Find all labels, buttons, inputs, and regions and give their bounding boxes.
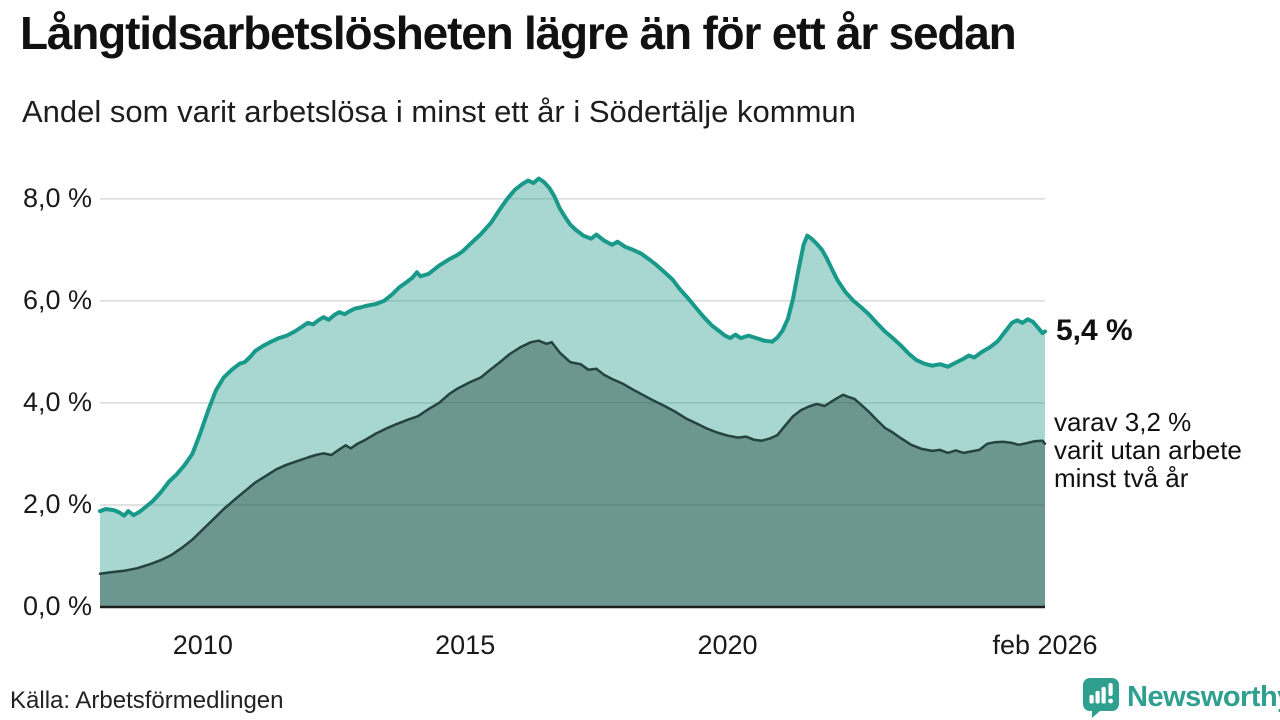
y-tick-label: 4,0 % bbox=[22, 386, 92, 417]
page-title: Långtidsarbetslösheten lägre än för ett … bbox=[20, 7, 1017, 59]
y-tick-label: 2,0 % bbox=[22, 488, 92, 519]
annotation-line: varit utan arbete bbox=[1054, 435, 1242, 465]
y-tick-label: 0,0 % bbox=[22, 591, 92, 621]
chart-subtitle: Andel som varit arbetslösa i minst ett å… bbox=[22, 94, 856, 129]
x-tick-label: 2020 bbox=[697, 630, 758, 660]
newsworthy-logo: Newsworthy bbox=[1082, 677, 1280, 718]
x-tick-label: feb 2026 bbox=[992, 630, 1098, 660]
series-2-line bbox=[98, 339, 1047, 576]
series-latest-value-label: 5,4 % bbox=[1056, 314, 1133, 347]
y-tick-label: 8,0 % bbox=[22, 182, 92, 213]
series-1-line bbox=[98, 176, 1047, 518]
brand-name: Newsworthy bbox=[1127, 681, 1280, 713]
x-tick-label: 2010 bbox=[172, 630, 233, 660]
newsworthy-icon bbox=[1083, 678, 1119, 718]
x-tick-label: 2015 bbox=[435, 630, 496, 660]
series-1-area bbox=[100, 178, 1045, 607]
series-breakdown-annotation: varav 3,2 % varit utan arbete minst två … bbox=[1054, 408, 1242, 492]
annotation-line: minst två år bbox=[1054, 463, 1189, 493]
source-label: Källa: Arbetsförmedlingen bbox=[10, 687, 284, 714]
annotation-line: varav 3,2 % bbox=[1054, 407, 1192, 437]
y-tick-label: 6,0 % bbox=[22, 284, 92, 315]
